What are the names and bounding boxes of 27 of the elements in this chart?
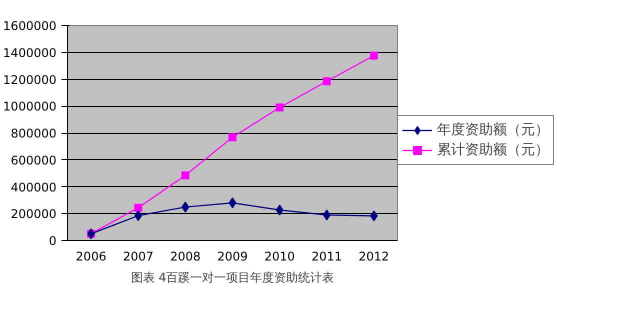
- y-tick-label: 200000: [10, 207, 57, 222]
- x-tick-label: 2006: [76, 250, 106, 264]
- legend-label: 累计资助额（元）: [437, 141, 549, 159]
- text: 图表 4百蹊一对一项目年度资助统计表: [130, 270, 334, 284]
- y-tick-label: 1200000: [3, 72, 57, 87]
- point: [181, 171, 190, 180]
- y-tick-label: 400000: [10, 180, 57, 194]
- y-tick-label: 1600000: [3, 19, 57, 33]
- point: [228, 133, 236, 142]
- point: [322, 209, 331, 220]
- point: [134, 204, 142, 212]
- x-tick-label: 2009: [217, 250, 248, 264]
- x-tick-label: 2012: [358, 250, 390, 264]
- x-tick-label: 2008: [170, 250, 201, 264]
- y-tick-label: 1000000: [3, 100, 57, 114]
- point: [134, 210, 142, 222]
- x-tick-label: 2007: [122, 250, 154, 264]
- point: [370, 52, 378, 60]
- point: [276, 103, 284, 112]
- y-tick-label: 800000: [10, 126, 57, 140]
- point: [322, 77, 331, 86]
- y-tick-label: 600000: [10, 153, 57, 168]
- x-tick-label: 2011: [312, 250, 342, 264]
- x-tick-label: 2010: [264, 250, 295, 264]
- y-tick-label: 0: [48, 234, 57, 248]
- legend-label: 年度资助额（元）: [437, 121, 549, 139]
- y-tick-label: 1400000: [3, 46, 57, 60]
